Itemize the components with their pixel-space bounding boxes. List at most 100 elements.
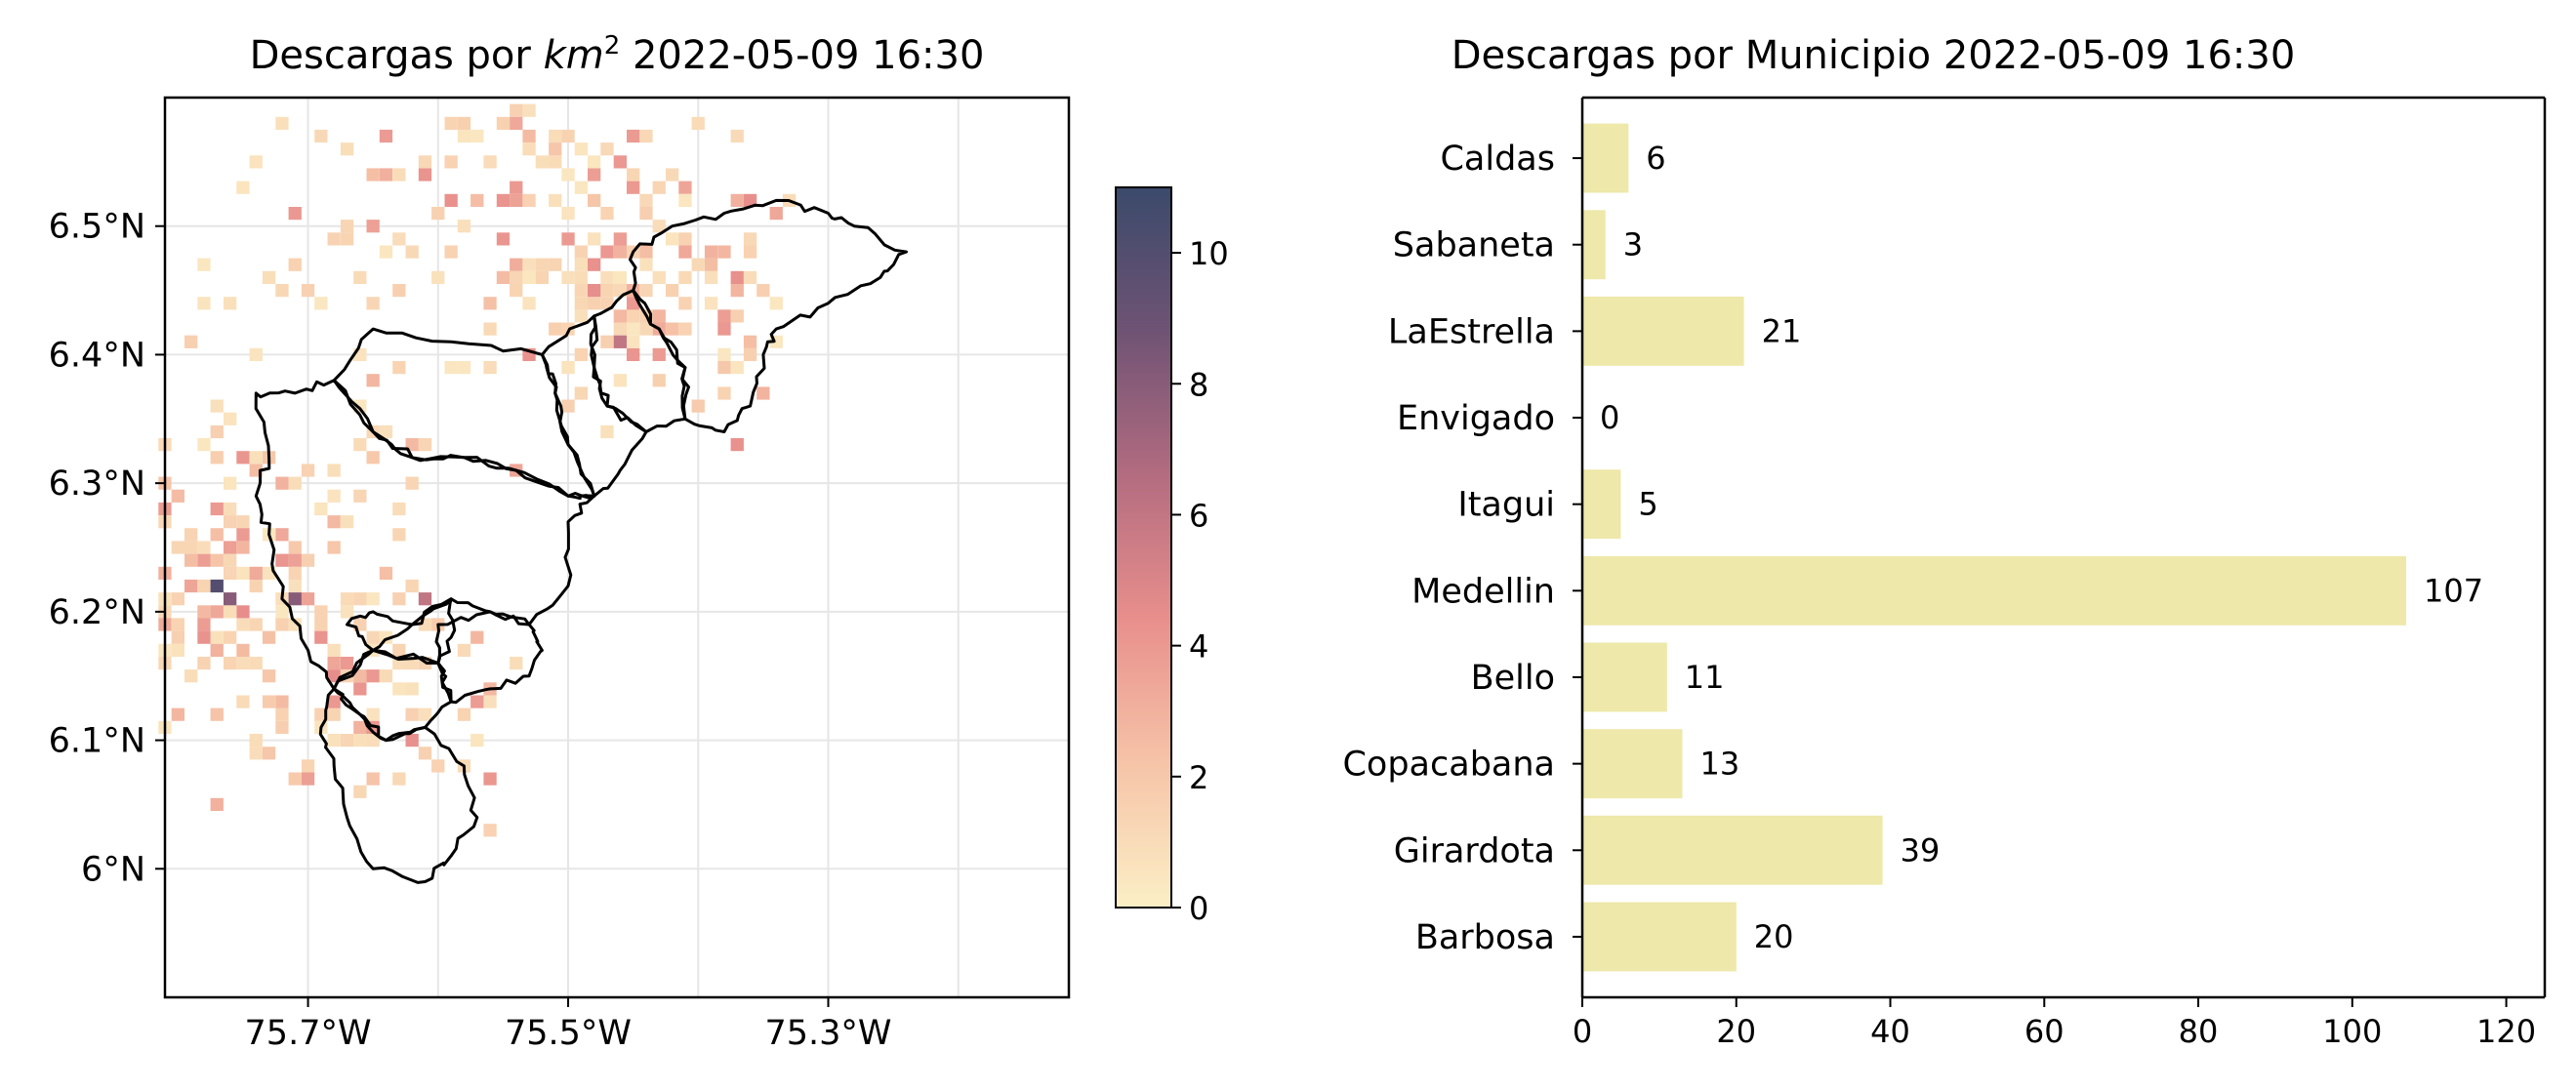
density-cell-32 <box>379 424 393 439</box>
colorbar-tick-label-2: 4 <box>1189 628 1208 666</box>
category-label-envigado: Envigado <box>1397 399 1555 438</box>
density-cell-349 <box>249 347 263 361</box>
density-cell-180 <box>613 232 627 246</box>
density-cell-192 <box>678 181 692 194</box>
density-cell-293 <box>275 284 289 298</box>
density-cell-218 <box>613 374 627 387</box>
density-cell-216 <box>613 309 627 323</box>
density-cell-51 <box>197 553 211 567</box>
density-cell-52 <box>275 605 289 619</box>
density-cell-71 <box>197 541 211 554</box>
density-cell-211 <box>588 168 601 182</box>
density-cell-198 <box>613 245 627 259</box>
bar-barbosa <box>1582 902 1737 972</box>
density-cell-233 <box>743 347 757 361</box>
density-cell-203 <box>730 438 744 452</box>
density-cell-56 <box>340 515 354 529</box>
density-cell-64 <box>314 605 328 619</box>
density-cell-354 <box>730 129 744 143</box>
density-cell-229 <box>743 245 757 259</box>
density-cell-0 <box>236 451 250 465</box>
density-cell-152 <box>301 759 315 773</box>
density-cell-317 <box>639 258 653 271</box>
density-cell-82 <box>405 707 419 721</box>
density-cell-279 <box>353 270 367 284</box>
density-cell-305 <box>627 168 640 182</box>
density-cell-245 <box>652 270 666 284</box>
density-cell-36 <box>275 720 289 734</box>
density-cell-19 <box>224 515 237 529</box>
bar-medellin <box>1582 555 2406 626</box>
density-cell-260 <box>379 168 393 182</box>
value-tick-label-1: 20 <box>1716 1013 1756 1050</box>
density-cell-37 <box>184 579 198 593</box>
density-cell-161 <box>327 541 341 554</box>
density-cell-306 <box>496 116 511 130</box>
value-tick-label-5: 100 <box>2322 1013 2382 1050</box>
density-cell-282 <box>457 116 471 130</box>
density-cell-261 <box>236 181 250 194</box>
density-cell-25 <box>236 618 250 631</box>
density-cell-149 <box>405 734 419 748</box>
density-cell-169 <box>600 207 614 221</box>
density-cell-259 <box>366 220 380 233</box>
density-cell-344 <box>184 335 198 348</box>
density-cell-337 <box>561 399 575 413</box>
density-cell-246 <box>691 258 705 271</box>
density-cell-367 <box>613 335 627 348</box>
density-cell-270 <box>444 116 458 130</box>
density-cell-347 <box>561 270 575 284</box>
category-label-girardota: Girardota <box>1394 831 1555 870</box>
category-label-copacabana: Copacabana <box>1342 746 1555 785</box>
map-gridlines <box>165 98 1069 997</box>
density-cell-122 <box>405 579 419 593</box>
density-cell-93 <box>224 541 237 554</box>
density-cell-94 <box>236 695 250 708</box>
density-cell-16 <box>197 657 211 670</box>
density-cell-72 <box>405 476 419 490</box>
density-cell-333 <box>224 412 237 425</box>
density-cell-84 <box>301 553 315 567</box>
density-cell-191 <box>613 322 627 336</box>
density-cell-141 <box>431 759 445 773</box>
density-cell-134 <box>353 720 367 734</box>
category-label-sabaneta: Sabaneta <box>1393 226 1555 265</box>
density-cell-114 <box>392 528 406 542</box>
density-cell-80 <box>249 566 263 580</box>
density-cell-65 <box>262 669 276 683</box>
density-cell-165 <box>353 785 367 798</box>
density-cell-57 <box>184 553 198 567</box>
density-cell-14 <box>210 605 224 619</box>
density-cell-290 <box>522 103 536 117</box>
density-cell-103 <box>366 707 380 721</box>
density-cell-266 <box>678 232 692 246</box>
density-cell-250 <box>549 155 562 169</box>
density-cell-175 <box>743 335 757 348</box>
density-cell-221 <box>574 297 588 310</box>
density-cell-185 <box>691 399 705 413</box>
density-cell-199 <box>769 207 783 221</box>
bar-value-label-sabaneta: 3 <box>1623 226 1643 263</box>
density-cell-288 <box>510 270 523 284</box>
density-cell-12 <box>353 438 367 452</box>
density-cell-213 <box>574 270 588 284</box>
density-cell-352 <box>627 129 640 143</box>
value-tick-label-2: 40 <box>1870 1013 1910 1050</box>
bar-value-label-itagui: 5 <box>1638 486 1657 523</box>
density-cell-162 <box>353 592 367 606</box>
density-cell-271 <box>470 129 484 143</box>
density-cell-104 <box>171 541 184 554</box>
density-cell-291 <box>522 142 536 156</box>
colorbar-tick-label-3: 6 <box>1189 497 1208 534</box>
map-longitude-ticks: 75.7°W 75.5°W 75.3°W <box>245 997 892 1053</box>
density-cell-187 <box>574 245 588 259</box>
colorbar-tick-label-1: 2 <box>1189 759 1208 796</box>
density-cell-108 <box>288 553 302 567</box>
density-cell-90 <box>210 643 224 657</box>
density-cell-212 <box>730 270 744 284</box>
density-cell-40 <box>340 734 354 748</box>
density-cell-258 <box>561 168 575 182</box>
density-cell-34 <box>366 592 380 606</box>
density-cell-58 <box>224 630 237 644</box>
density-cell-355 <box>574 142 588 156</box>
